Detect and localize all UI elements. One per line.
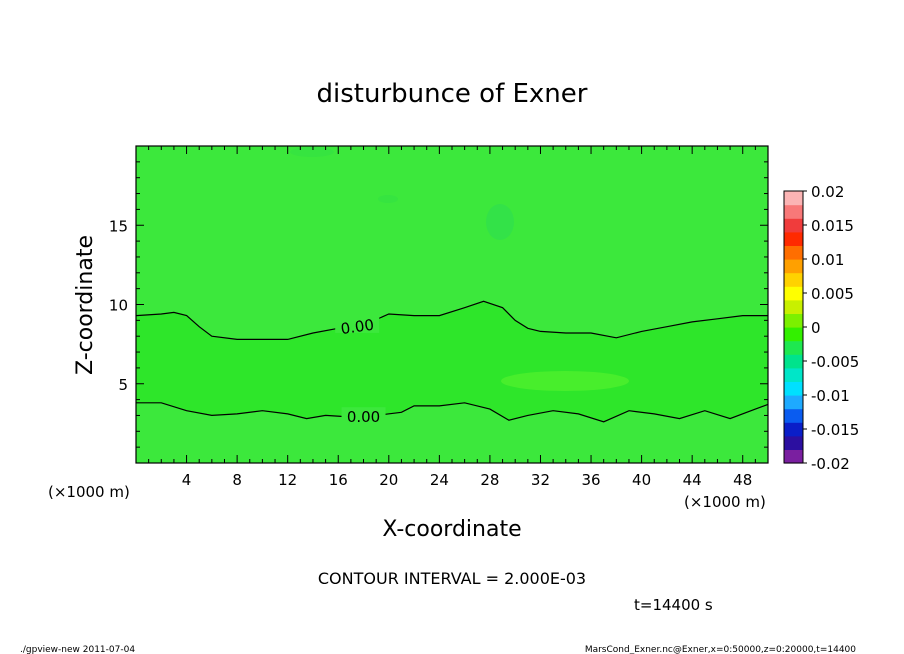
time-label: t=14400 s	[634, 596, 713, 614]
x-tick-label: 24	[430, 471, 449, 489]
x-tick-label: 40	[632, 471, 651, 489]
colorbar-segment	[784, 449, 803, 464]
colorbar-tick-label: 0.01	[811, 251, 844, 269]
contour-label-bg	[335, 316, 380, 333]
y-tick-label: 10	[109, 297, 128, 315]
x-tick-label: 20	[379, 471, 398, 489]
colorbar-segment	[784, 218, 803, 233]
colorbar-segment	[784, 340, 803, 355]
negative-blob	[486, 204, 514, 240]
colorbar-segment	[784, 259, 803, 274]
x-tick-label: 32	[531, 471, 550, 489]
colorbar-segment	[784, 299, 803, 314]
colorbar-segment	[784, 245, 803, 260]
x-tick-label: 16	[329, 471, 348, 489]
x-tick-label: 36	[581, 471, 600, 489]
footer-right: MarsCond_Exner.nc@Exner,x=0:50000,z=0:20…	[585, 645, 856, 654]
positive-blob	[501, 371, 629, 391]
colorbar-tick-label: -0.015	[811, 421, 859, 439]
colorbar-segment	[784, 381, 803, 396]
colorbar-segment	[784, 354, 803, 369]
colorbar-segment	[784, 422, 803, 437]
y-ticks: 5 10 15	[109, 161, 768, 448]
x-tick-label: 48	[733, 471, 752, 489]
colorbar-segment	[784, 204, 803, 219]
contour-label: 0.00	[340, 316, 376, 338]
colorbar-tick-label: 0.02	[811, 183, 844, 201]
colorbar-segment	[784, 435, 803, 450]
colorbar-tick-label: -0.02	[811, 455, 850, 473]
x-tick-label: 8	[232, 471, 242, 489]
colorbar-segment	[784, 272, 803, 287]
lower-layer-fill	[136, 301, 768, 422]
x-tick-label: 4	[182, 471, 192, 489]
colorbar-tick-label: 0.005	[811, 285, 854, 303]
colorbar-segment	[784, 231, 803, 246]
x-tick-label: 44	[683, 471, 702, 489]
y-tick-label: 5	[118, 376, 128, 394]
x-ticks: 4 8 12 16 20 24 28 32 36 40 44 48	[148, 146, 756, 489]
colorbar-segment	[784, 367, 803, 382]
colorbar-segment	[784, 395, 803, 410]
colorbar-segment	[784, 191, 803, 206]
footer-left: ./gpview-new 2011-07-04	[20, 645, 135, 654]
x-axis-label: X-coordinate	[382, 517, 521, 542]
y-axis-label: Z-coordinate	[73, 235, 98, 375]
colorbar-segment	[784, 327, 803, 342]
negative-blob	[378, 195, 398, 203]
colorbar-tick-label: 0	[811, 319, 821, 337]
chart-title: disturbunce of Exner	[317, 79, 588, 109]
colorbar-tick-label: -0.01	[811, 387, 850, 405]
contour-line	[135, 300, 768, 340]
colorbar: 0.02 0.015 0.01 0.005 0 -0.005 -0.01 -0.015 -0.0…	[783, 183, 859, 473]
y-tick-label: 15	[109, 217, 128, 235]
contour-line	[136, 402, 769, 423]
x-axis-unit-left: (×1000 m)	[48, 483, 130, 501]
contour-label: 0.00	[347, 408, 380, 426]
contour-interval: CONTOUR INTERVAL = 2.000E-03	[318, 569, 586, 588]
colorbar-segment	[784, 286, 803, 301]
colorbar-segment	[784, 313, 803, 328]
x-axis-unit-right: (×1000 m)	[684, 493, 766, 511]
colorbar-tick-label: -0.005	[811, 353, 859, 371]
x-tick-label: 28	[480, 471, 499, 489]
colorbar-tick-label: 0.015	[811, 217, 854, 235]
x-tick-label: 12	[278, 471, 297, 489]
contour-lines: 0.00 0.00	[135, 300, 769, 426]
negative-blob	[290, 147, 334, 157]
contour-label-bg	[341, 407, 386, 424]
colorbar-segment	[784, 408, 803, 423]
